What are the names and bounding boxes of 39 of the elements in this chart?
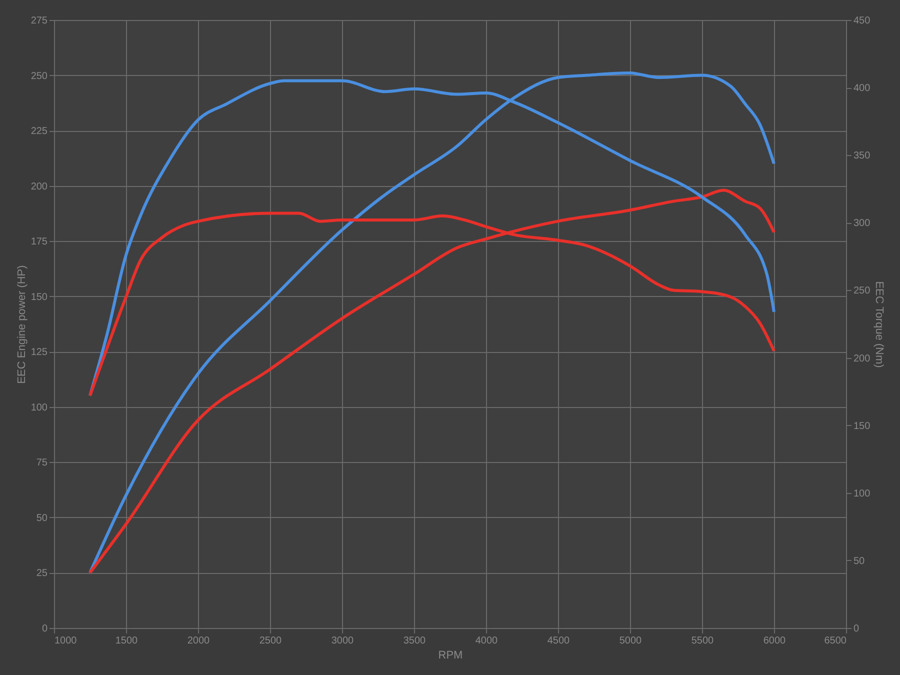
x-tick-label: 1500 <box>115 636 138 646</box>
y-tick-label: 250 <box>30 70 48 82</box>
y-tick-label: 50 <box>36 512 48 524</box>
line-series <box>88 72 776 574</box>
x-tick-label: 5500 <box>691 636 714 646</box>
y2-axis-title: EEC Torque (Nm) <box>873 281 886 368</box>
y-tick-label: 0 <box>42 624 48 634</box>
x-tick-label: 6500 <box>824 636 847 646</box>
x-tick-label: 4500 <box>547 636 570 646</box>
x-tick-label: 6000 <box>763 636 786 646</box>
y2-tick-label: 250 <box>854 286 871 297</box>
y2-tick-label: 0 <box>854 624 860 634</box>
y-tick-label: 75 <box>36 458 48 469</box>
x-axis-title: RPM <box>438 650 463 662</box>
line-series <box>88 188 776 574</box>
y-tick-label: 225 <box>30 126 48 138</box>
y2-tick-label: 400 <box>854 83 871 94</box>
x-tick-label: 2000 <box>187 636 210 646</box>
x-tick-label: 4000 <box>475 636 498 646</box>
y2-tick-label: 150 <box>854 420 871 432</box>
y2-tick-label: 300 <box>854 218 871 230</box>
x-tick-label: 3000 <box>331 636 354 646</box>
y-tick-label: 275 <box>30 16 48 26</box>
y2-tick-label: 350 <box>854 150 871 162</box>
y2-tick-label: 100 <box>854 488 871 500</box>
x-tick-label: 3500 <box>403 636 426 646</box>
y-axis-title: EEC Engine power (HP) <box>16 265 28 384</box>
y-tick-label: 150 <box>30 292 48 303</box>
y2-tick-label: 50 <box>854 556 866 567</box>
x-tick-label: 1000 <box>54 636 78 646</box>
y2-tick-label: 450 <box>854 16 871 26</box>
y2-tick-label: 200 <box>854 353 871 364</box>
y-tick-label: 100 <box>30 402 48 414</box>
y-tick-label: 25 <box>36 568 48 580</box>
y-tick-label: 125 <box>30 347 48 358</box>
y-tick-label: 200 <box>30 181 48 192</box>
x-tick-label: 2500 <box>259 636 282 646</box>
y-tick-label: 175 <box>30 236 48 248</box>
x-tick-label: 5000 <box>619 636 642 646</box>
